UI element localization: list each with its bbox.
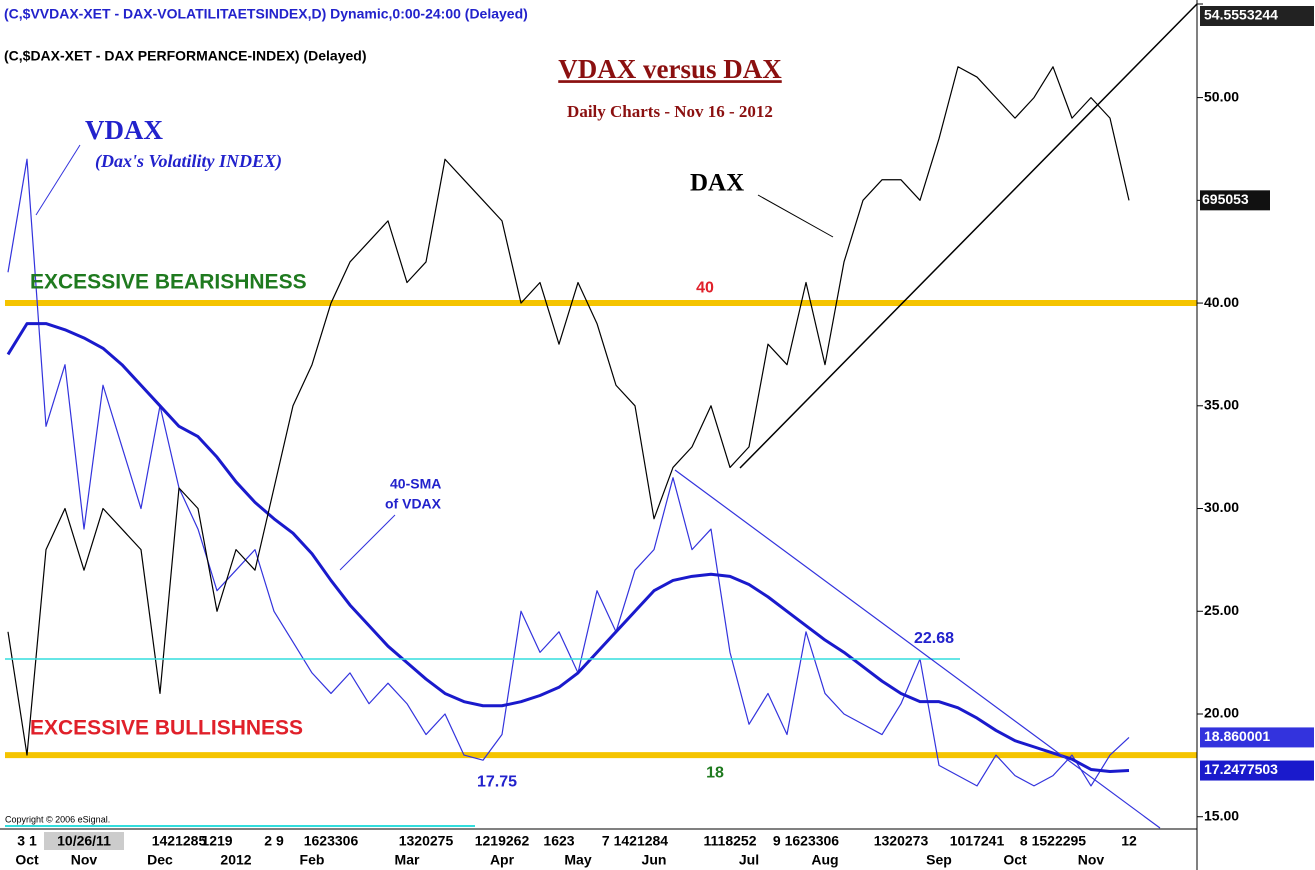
x-day-label: 1320273: [874, 833, 929, 849]
y-tick-label: 25.00: [1204, 602, 1239, 618]
annotation: (Dax's Volatility INDEX): [95, 151, 282, 172]
level-name: EXCESSIVE BEARISHNESS: [30, 271, 307, 294]
last-value-label: 18.860001: [1204, 728, 1270, 744]
x-day-label: 1219262: [475, 833, 530, 849]
value-label: 22.68: [914, 630, 954, 647]
x-tick-label: Dec: [147, 852, 173, 868]
level-label: 40: [696, 279, 714, 296]
x-day-label: 7 1421284: [602, 833, 668, 849]
last-value-label: 695053: [1202, 191, 1249, 207]
y-tick-label: 35.00: [1204, 396, 1239, 412]
header: (C,$VVDAX-XET - DAX-VOLATILITAETSINDEX,D…: [4, 6, 528, 22]
x-tick-label: Oct: [15, 852, 39, 868]
x-day-label: 3 1: [17, 833, 37, 849]
x-label-box: [44, 832, 124, 850]
x-tick-label: Jul: [739, 852, 759, 868]
x-day-label: 2 9: [264, 833, 284, 849]
x-day-label: 9 1623306: [773, 833, 839, 849]
x-tick-label: Jun: [642, 852, 667, 868]
pointer: [35, 144, 81, 216]
annotation: DAX: [690, 170, 744, 197]
trend-line: [739, 3, 1198, 469]
plot: [5, 66, 1197, 787]
y-max-box: [1200, 6, 1314, 26]
y-tick-label: 54.5553244: [1204, 7, 1278, 23]
header: (C,$DAX-XET - DAX PERFORMANCE-INDEX) (De…: [4, 48, 366, 64]
y-tick-label: 50.00: [1204, 88, 1239, 104]
last-value-box: [1200, 760, 1314, 781]
y-tick-label: 30.00: [1204, 499, 1239, 515]
x-day-label: 10/26/11: [57, 833, 111, 849]
annotation: of VDAX: [385, 496, 442, 512]
last-value-box: [1200, 727, 1314, 748]
x-tick-label: 2012: [220, 852, 251, 868]
y-tick-label: 15.00: [1204, 807, 1239, 823]
x-tick-label: Sep: [926, 852, 952, 868]
series-line: [7, 158, 1130, 787]
x-day-label: 1118252: [704, 833, 757, 849]
x-tick-label: Mar: [395, 852, 420, 868]
trend-line: [674, 469, 1161, 829]
last-value-box: [1200, 190, 1270, 211]
x-tick-label: Feb: [300, 852, 325, 868]
series-line: [6, 322, 1130, 774]
pointer: [757, 194, 834, 238]
series-line: [7, 66, 1130, 756]
x-day-label: 12: [1121, 833, 1137, 849]
value-label: 17.75: [477, 773, 517, 790]
annotation: 40-SMA: [390, 476, 441, 492]
x-day-label: 1623306: [304, 833, 359, 849]
x-tick-label: May: [564, 852, 591, 868]
x-tick-label: Nov: [71, 852, 98, 868]
level-label: 18: [706, 764, 724, 781]
pointer: [339, 514, 396, 571]
x-day-label: 1623: [543, 833, 574, 849]
x-tick-label: Aug: [811, 852, 838, 868]
x-tick-label: Apr: [490, 852, 515, 868]
copyright: Copyright © 2006 eSignal.: [5, 814, 110, 824]
y-tick-label: 20.00: [1204, 705, 1239, 721]
x-tick-label: Oct: [1003, 852, 1027, 868]
x-tick-label: Nov: [1078, 852, 1105, 868]
chart-subtitle: Daily Charts - Nov 16 - 2012: [567, 102, 773, 121]
x-day-label: 1320275: [399, 833, 454, 849]
last-value-label: 17.2477503: [1204, 761, 1278, 777]
chart-title: VDAX versus DAX: [558, 54, 782, 84]
x-day-label: 1219: [201, 833, 232, 849]
x-day-label: 1421285: [152, 833, 207, 849]
level-name: EXCESSIVE BULLISHNESS: [30, 717, 303, 740]
x-day-label: 8 1522295: [1020, 833, 1086, 849]
x-day-label: 1017241: [950, 833, 1005, 849]
y-tick-label: 40.00: [1204, 294, 1239, 310]
annotation: VDAX: [85, 115, 163, 145]
